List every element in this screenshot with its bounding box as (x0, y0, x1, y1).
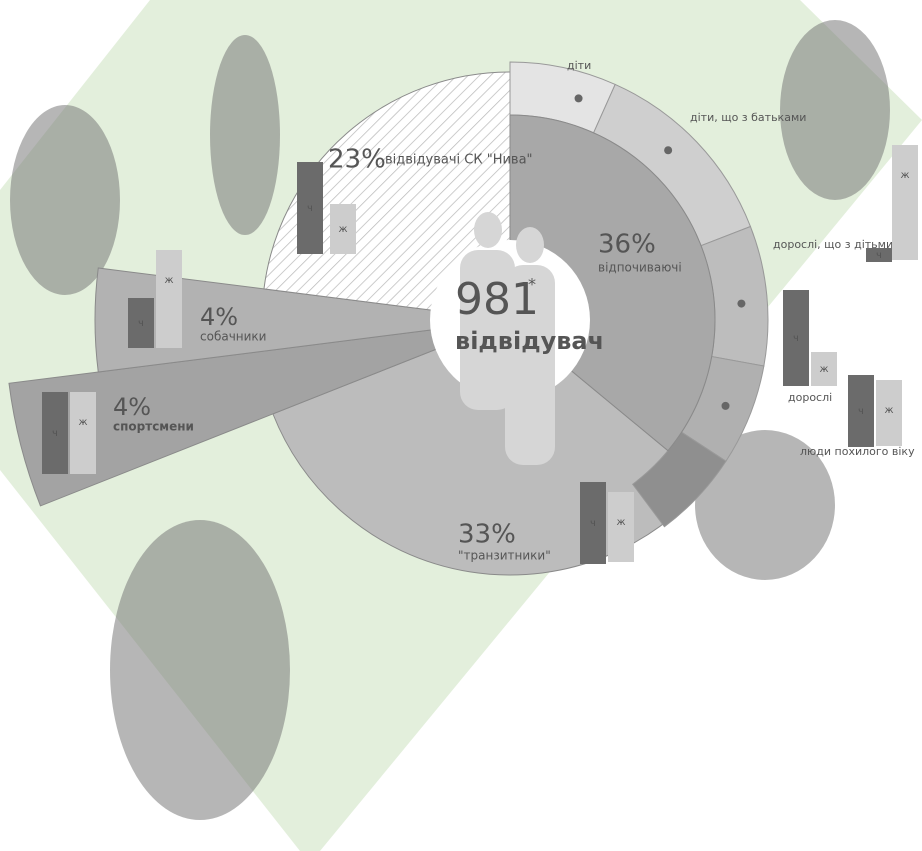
page: {"chart_data": {"type": "pie", "total": … (0, 0, 922, 851)
ring-label: дорослі (788, 391, 832, 404)
female-label: ж (616, 517, 625, 528)
ring-dot (722, 402, 730, 410)
male-label: ч (138, 318, 144, 329)
category-label: відпочиваючі (598, 261, 682, 275)
male-label: ч (307, 203, 313, 214)
photo-woman-bike (780, 20, 890, 200)
value-label: 23% (328, 145, 386, 175)
ring-dot (575, 94, 583, 102)
ring-dot (737, 300, 745, 308)
female-label: ж (338, 224, 347, 235)
ring-dot (664, 146, 672, 154)
value-label: 4% (200, 303, 238, 331)
photo-boy (210, 35, 280, 235)
value-label: 33% (458, 520, 516, 550)
male-label: ч (590, 518, 596, 529)
category-label: відвідувачі СК "Нива" (385, 153, 533, 168)
female-bar (156, 250, 182, 348)
photo-man-dog (10, 105, 120, 295)
male-label: ч (52, 428, 58, 439)
male-label: ч (793, 333, 799, 344)
total-label: відвідувач (455, 327, 604, 355)
category-label: спортсмени (113, 420, 194, 434)
value-label: 4% (113, 393, 151, 421)
male-label: ч (876, 250, 882, 261)
category-label: "транзитники" (458, 549, 551, 563)
category-label: собачники (200, 330, 266, 344)
female-label: ж (78, 417, 87, 428)
female-label: ж (900, 170, 909, 181)
male-label: ч (858, 406, 864, 417)
total-note: * (528, 275, 536, 294)
female-bar (70, 392, 96, 474)
ring-label: діти, що з батьками (690, 111, 806, 124)
infographic: 981 * відвідувач 36%відпочиваючі 33%"тран… (0, 0, 922, 851)
value-label: 36% (598, 230, 656, 260)
female-label: ж (164, 275, 173, 286)
total-value: 981 (455, 274, 539, 325)
female-label: ж (819, 364, 828, 375)
photo-child-running (110, 520, 290, 820)
female-label: ж (884, 405, 893, 416)
ring-label: діти (567, 59, 591, 72)
female-bar (892, 145, 918, 260)
